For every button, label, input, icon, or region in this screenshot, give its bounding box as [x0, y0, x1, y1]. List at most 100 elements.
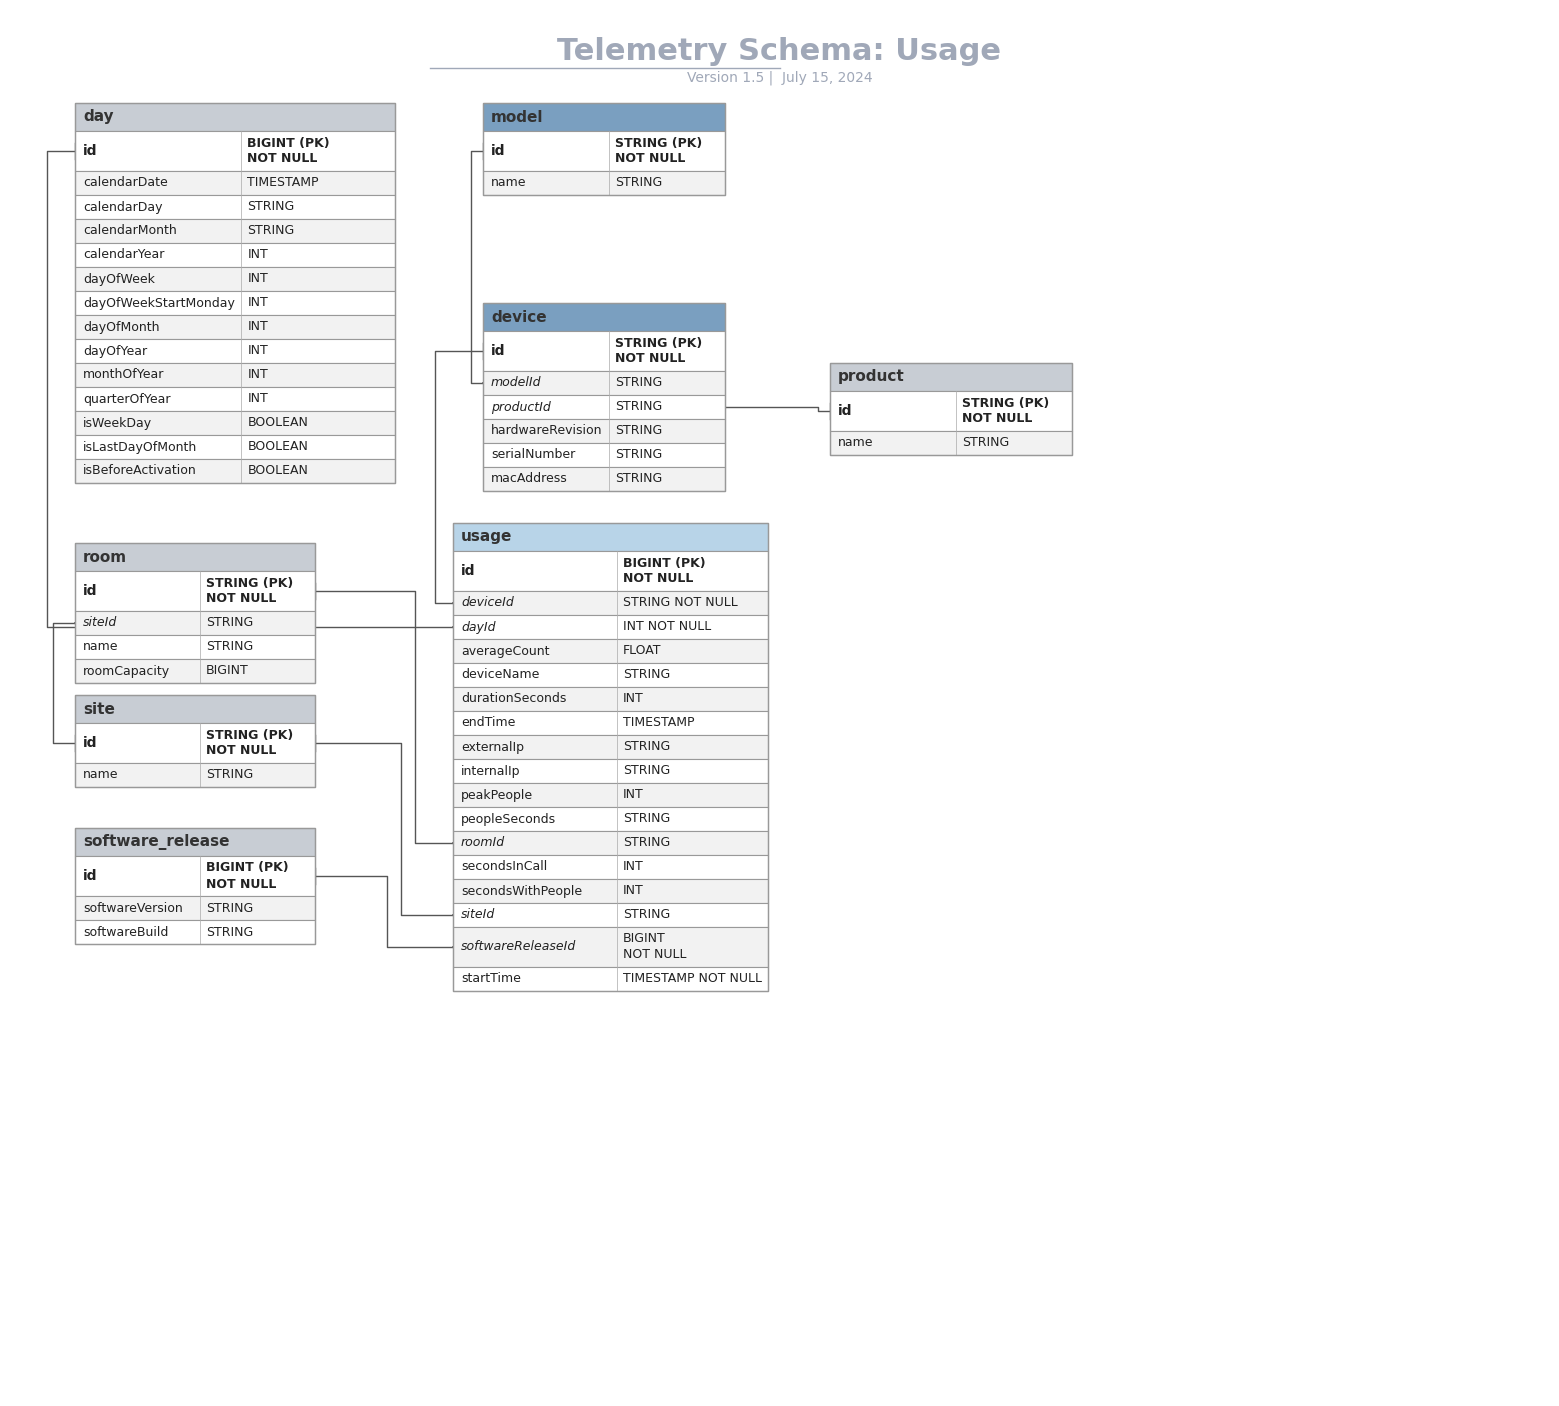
FancyBboxPatch shape	[483, 395, 725, 419]
Text: NOT NULL: NOT NULL	[622, 572, 694, 585]
Text: BIGINT (PK): BIGINT (PK)	[248, 136, 331, 149]
FancyBboxPatch shape	[454, 903, 769, 927]
Text: INT: INT	[248, 297, 268, 309]
Text: Version 1.5 |  July 15, 2024: Version 1.5 | July 15, 2024	[686, 70, 873, 86]
Text: STRING: STRING	[614, 449, 663, 461]
Text: serialNumber: serialNumber	[491, 449, 575, 461]
Text: isLastDayOfMonth: isLastDayOfMonth	[83, 440, 198, 454]
Text: STRING: STRING	[622, 837, 670, 849]
Text: INT: INT	[248, 321, 268, 333]
Text: roomId: roomId	[461, 837, 505, 849]
Text: internalIp: internalIp	[461, 765, 521, 778]
Text: STRING: STRING	[248, 225, 295, 238]
Text: NOT NULL: NOT NULL	[614, 152, 686, 166]
Text: calendarDay: calendarDay	[83, 201, 162, 214]
Text: name: name	[83, 641, 118, 654]
Text: externalIp: externalIp	[461, 741, 524, 754]
Text: model: model	[491, 110, 544, 125]
Text: INT: INT	[248, 368, 268, 381]
Text: NOT NULL: NOT NULL	[614, 353, 686, 366]
FancyBboxPatch shape	[75, 856, 315, 896]
FancyBboxPatch shape	[75, 291, 394, 315]
FancyBboxPatch shape	[483, 467, 725, 491]
Text: peopleSeconds: peopleSeconds	[461, 813, 557, 825]
Text: secondsInCall: secondsInCall	[461, 860, 547, 873]
FancyBboxPatch shape	[483, 330, 725, 371]
Text: day: day	[83, 110, 114, 125]
Text: isBeforeActivation: isBeforeActivation	[83, 464, 196, 478]
FancyBboxPatch shape	[75, 695, 315, 723]
Text: name: name	[491, 177, 527, 190]
FancyBboxPatch shape	[75, 131, 394, 172]
FancyBboxPatch shape	[75, 172, 394, 195]
Text: FLOAT: FLOAT	[622, 644, 661, 658]
Text: product: product	[839, 370, 904, 384]
Text: hardwareRevision: hardwareRevision	[491, 425, 602, 437]
Text: Telemetry Schema: Usage: Telemetry Schema: Usage	[558, 38, 1001, 66]
Text: STRING: STRING	[622, 765, 670, 778]
FancyBboxPatch shape	[483, 371, 725, 395]
FancyBboxPatch shape	[75, 659, 315, 683]
Text: softwareBuild: softwareBuild	[83, 925, 168, 938]
Text: STRING (PK): STRING (PK)	[206, 576, 293, 589]
FancyBboxPatch shape	[454, 927, 769, 967]
FancyBboxPatch shape	[75, 195, 394, 219]
FancyBboxPatch shape	[454, 967, 769, 991]
Text: TIMESTAMP: TIMESTAMP	[622, 717, 694, 730]
FancyBboxPatch shape	[75, 458, 394, 484]
FancyBboxPatch shape	[483, 172, 725, 195]
Text: id: id	[491, 143, 505, 157]
FancyBboxPatch shape	[483, 304, 725, 330]
Text: BIGINT (PK): BIGINT (PK)	[206, 862, 288, 875]
FancyBboxPatch shape	[75, 636, 315, 659]
Text: STRING: STRING	[622, 813, 670, 825]
FancyBboxPatch shape	[75, 828, 315, 856]
Text: name: name	[839, 436, 873, 450]
Text: STRING: STRING	[206, 925, 253, 938]
FancyBboxPatch shape	[454, 711, 769, 735]
Text: STRING: STRING	[614, 425, 663, 437]
Text: endTime: endTime	[461, 717, 516, 730]
Text: NOT NULL: NOT NULL	[206, 592, 276, 606]
Text: BIGINT: BIGINT	[206, 665, 248, 678]
Text: durationSeconds: durationSeconds	[461, 693, 566, 706]
FancyBboxPatch shape	[75, 543, 315, 571]
FancyBboxPatch shape	[454, 523, 769, 551]
FancyBboxPatch shape	[454, 591, 769, 614]
Text: software_release: software_release	[83, 834, 229, 851]
FancyBboxPatch shape	[483, 443, 725, 467]
FancyBboxPatch shape	[75, 763, 315, 787]
Text: STRING: STRING	[622, 908, 670, 921]
Text: calendarMonth: calendarMonth	[83, 225, 176, 238]
Text: device: device	[491, 309, 547, 325]
FancyBboxPatch shape	[454, 783, 769, 807]
FancyBboxPatch shape	[829, 363, 1073, 391]
Text: quarterOfYear: quarterOfYear	[83, 392, 170, 405]
Text: calendarYear: calendarYear	[83, 249, 164, 262]
Text: STRING: STRING	[206, 901, 253, 914]
FancyBboxPatch shape	[483, 103, 725, 131]
Text: STRING (PK): STRING (PK)	[614, 336, 702, 350]
Text: STRING: STRING	[206, 769, 253, 782]
Text: peakPeople: peakPeople	[461, 789, 533, 801]
FancyBboxPatch shape	[75, 315, 394, 339]
Text: INT: INT	[248, 344, 268, 357]
FancyBboxPatch shape	[829, 432, 1073, 456]
Text: BIGINT (PK): BIGINT (PK)	[622, 557, 705, 569]
Text: id: id	[839, 404, 853, 418]
Text: NOT NULL: NOT NULL	[206, 877, 276, 890]
Text: site: site	[83, 702, 115, 717]
Text: roomCapacity: roomCapacity	[83, 665, 170, 678]
Text: STRING: STRING	[962, 436, 1009, 450]
Text: BIGINT: BIGINT	[622, 932, 666, 945]
FancyBboxPatch shape	[75, 920, 315, 943]
Text: TIMESTAMP: TIMESTAMP	[248, 177, 320, 190]
Text: STRING: STRING	[614, 177, 663, 190]
FancyBboxPatch shape	[75, 103, 394, 131]
FancyBboxPatch shape	[75, 219, 394, 243]
Text: BOOLEAN: BOOLEAN	[248, 440, 309, 454]
Text: STRING: STRING	[614, 377, 663, 389]
FancyBboxPatch shape	[454, 664, 769, 688]
Text: siteId: siteId	[461, 908, 496, 921]
Text: averageCount: averageCount	[461, 644, 549, 658]
